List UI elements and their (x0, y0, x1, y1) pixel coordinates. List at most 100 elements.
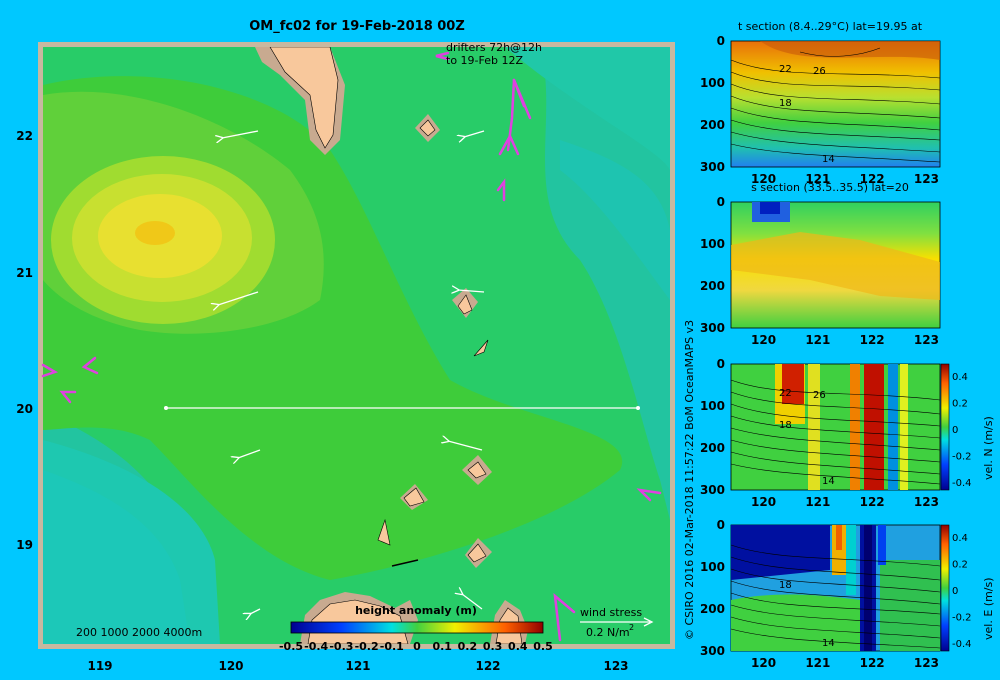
colorbar-tick: 0 (413, 640, 421, 653)
colorbar-ticks: -0.5 -0.4 -0.3 -0.2 -0.1 0 0.1 0.2 0.3 0.4 0.5 (279, 640, 553, 653)
lat-tick: 22 (16, 129, 33, 143)
lat-tick: 21 (16, 266, 33, 280)
t-section-title: t section (8.4..29°C) lat=19.95 at (738, 20, 923, 33)
lon-section-tick: 121 (805, 495, 830, 509)
colorbar-tick: 0.3 (483, 640, 503, 653)
drifter-tracks (41, 51, 662, 642)
depth-tick: 300 (700, 644, 725, 658)
depth-tick: 300 (700, 321, 725, 335)
lon-section-tick: 120 (751, 172, 776, 186)
colorbar-tick: 0.1 (432, 640, 452, 653)
depth-tick: 100 (700, 76, 725, 90)
map-lon-axis: 119 120 121 122 123 (87, 659, 628, 673)
ve-contour-label: 14 (822, 638, 835, 649)
lon-tick: 119 (87, 659, 112, 673)
velocity-cb-tick: 0.4 (952, 372, 968, 383)
lon-tick: 120 (218, 659, 243, 673)
depth-tick: 300 (700, 483, 725, 497)
lon-section-tick: 123 (914, 495, 939, 509)
velocity-cb-tick: -0.4 (952, 639, 972, 650)
map-title: OM_fc02 for 19-Feb-2018 00Z (249, 19, 465, 34)
lon-section-tick: 123 (914, 172, 939, 186)
lon-section-tick: 123 (914, 333, 939, 347)
ve-contour-label: 18 (779, 580, 792, 591)
colorbar-tick: 0.2 (458, 640, 478, 653)
map-lat-axis: 22 21 20 19 (16, 129, 33, 552)
v-east-panel: 18 14 (730, 524, 941, 652)
depth-tick: 200 (700, 441, 725, 455)
height-anomaly-field (43, 47, 670, 644)
lon-section-tick: 120 (751, 495, 776, 509)
lon-section-tick: 122 (860, 172, 885, 186)
depth-tick: 0 (717, 518, 725, 532)
wind-stress-arrows (218, 130, 485, 614)
vn-contour-label: 26 (813, 390, 826, 401)
lon-tick: 121 (345, 659, 370, 673)
colorbar-tick: -0.3 (329, 640, 353, 653)
velocity-cb-tick: 0.4 (952, 533, 968, 544)
v-north-panel: 22 26 18 14 (730, 363, 941, 491)
lon-section-tick: 122 (860, 333, 885, 347)
lon-section-tick: 120 (751, 333, 776, 347)
depth-tick: 0 (717, 357, 725, 371)
lat-tick: 19 (16, 538, 33, 552)
lon-tick: 122 (475, 659, 500, 673)
lat-tick: 20 (16, 402, 33, 416)
depth-tick: 0 (717, 34, 725, 48)
lon-section-tick: 122 (860, 656, 885, 670)
lon-section-tick: 121 (805, 172, 830, 186)
depth-tick: 200 (700, 118, 725, 132)
wind-stress-label: wind stress (580, 606, 642, 619)
ve-colorbar (940, 524, 950, 652)
velocity-cb-tick: 0.2 (952, 560, 968, 571)
t-contour-label: 14 (822, 154, 835, 165)
colorbar-tick: 0.4 (508, 640, 528, 653)
depth-tick: 300 (700, 160, 725, 174)
vn-colorbar-label: vel. N (m/s) (982, 416, 995, 480)
colorbar-tick: -0.4 (304, 640, 328, 653)
drifters-time-label: to 19-Feb 12Z (446, 54, 523, 67)
wind-stress-arrowhead (643, 617, 654, 627)
vn-contour-label: 18 (779, 420, 792, 431)
ve-colorbar-label: vel. E (m/s) (982, 577, 995, 640)
depth-tick: 0 (717, 195, 725, 209)
velocity-cb-tick: -0.2 (952, 613, 972, 624)
velocity-cb-tick: 0 (952, 425, 958, 436)
velocity-cb-tick: 0.2 (952, 399, 968, 410)
lon-section-tick: 122 (860, 495, 885, 509)
depth-tick: 100 (700, 399, 725, 413)
lon-section-tick: 123 (914, 656, 939, 670)
vn-colorbar (940, 363, 950, 491)
s-section-panel (730, 201, 941, 329)
depth-tick: 200 (700, 279, 725, 293)
velocity-cb-tick: -0.2 (952, 452, 972, 463)
drifters-label: drifters 72h@12h (446, 41, 542, 54)
depth-tick: 200 (700, 602, 725, 616)
t-contour-label: 18 (779, 98, 792, 109)
colorbar-tick: -0.1 (380, 640, 404, 653)
velocity-cb-tick: -0.4 (952, 478, 972, 489)
depth-tick: 100 (700, 237, 725, 251)
wind-stress-unit-exp: 2 (629, 623, 634, 632)
depth-legend: 200 1000 2000 4000m (76, 626, 202, 639)
depth-tick: 100 (700, 560, 725, 574)
lon-section-tick: 121 (805, 656, 830, 670)
wind-stress-value: 0.2 N/m (586, 626, 630, 639)
copyright-text: © CSIRO 2016 02-Mar-2018 11:57:22 BoM Oc… (683, 320, 696, 640)
colorbar-tick: -0.2 (355, 640, 379, 653)
section-end-marker (636, 406, 640, 410)
t-contour-label: 26 (813, 66, 826, 77)
vn-contour-label: 14 (822, 476, 835, 487)
lon-tick: 123 (603, 659, 628, 673)
t-contour-label: 22 (779, 64, 792, 75)
lon-section-tick: 120 (751, 656, 776, 670)
colorbar-tick: 0.5 (533, 640, 553, 653)
s-section-title: s section (33.5..35.5) lat=20 (751, 181, 909, 194)
height-colorbar (290, 621, 544, 634)
colorbar-tick: -0.5 (279, 640, 303, 653)
lon-section-tick: 121 (805, 333, 830, 347)
colorbar-title: height anomaly (m) (355, 604, 477, 617)
vn-contour-label: 22 (779, 388, 792, 399)
section-axes: 0 100 200 300 120 121 122 123 0 100 200 300 120 121 12… (700, 34, 972, 670)
